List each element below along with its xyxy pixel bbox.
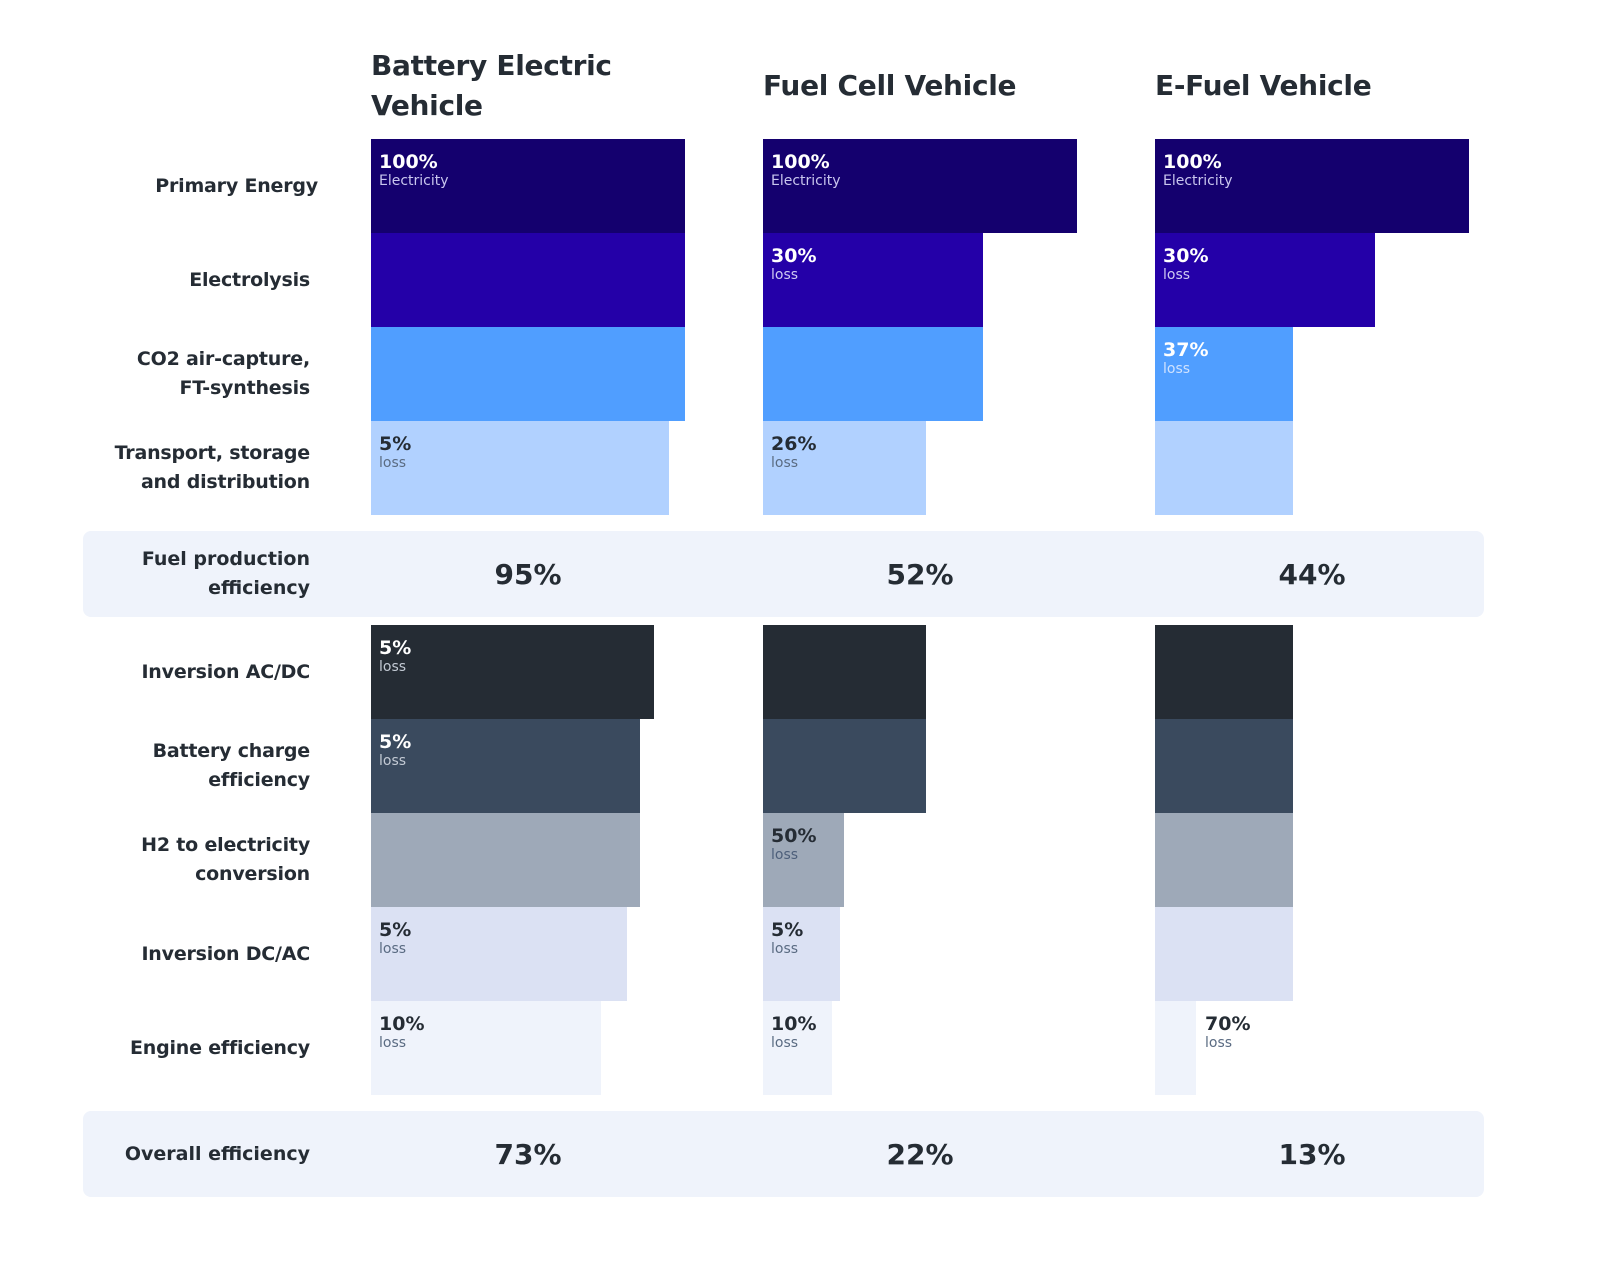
- bar-sublabel: loss: [379, 753, 407, 769]
- bar-segment: [371, 233, 685, 327]
- bar-label: 100% Electricity: [771, 151, 841, 189]
- bar-sublabel: Electricity: [1163, 173, 1233, 189]
- bar-segment: [763, 625, 926, 719]
- bar-segment: 10% loss: [371, 1001, 601, 1095]
- bar-value: 37%: [1163, 339, 1209, 361]
- bar-segment: 100% Electricity: [763, 139, 1077, 233]
- summary-value: 73%: [494, 1137, 562, 1171]
- vehicle-header: Battery Electric Vehicle: [371, 49, 612, 122]
- bar-value: 100%: [771, 151, 830, 173]
- summary-value: 13%: [1278, 1137, 1346, 1171]
- bar-label: 30% loss: [1163, 245, 1208, 283]
- bar-sublabel: loss: [379, 941, 407, 957]
- stage-label: Electrolysis: [189, 268, 310, 291]
- bar-label: 50% loss: [771, 825, 816, 863]
- bar-segment: 30% loss: [763, 233, 983, 327]
- bar-sublabel: Electricity: [771, 173, 841, 189]
- bar-label: 5% loss: [379, 433, 411, 471]
- stage-label: Primary Energy: [155, 174, 318, 197]
- bar-label: 10% loss: [379, 1013, 424, 1051]
- stage-label: Inversion DC/AC: [141, 942, 310, 965]
- bar-segment: 70% loss: [1155, 1001, 1250, 1095]
- bar-label: 5% loss: [771, 919, 803, 957]
- bar-segment: [1155, 813, 1293, 907]
- bar-value: 50%: [771, 825, 817, 847]
- bar-segment: 100% Electricity: [1155, 139, 1469, 233]
- bar-value: 100%: [379, 151, 438, 173]
- bar-sublabel: loss: [379, 1035, 407, 1051]
- bar-value: 10%: [771, 1013, 817, 1035]
- bar-sublabel: loss: [379, 659, 407, 675]
- bar-value: 5%: [771, 919, 804, 941]
- bar-segment: [1155, 719, 1293, 813]
- bar-value: 5%: [379, 433, 412, 455]
- bar-sublabel: loss: [771, 455, 799, 471]
- summary-value: 22%: [886, 1137, 954, 1171]
- bar-sublabel: loss: [1205, 1035, 1233, 1051]
- bar-sublabel: Electricity: [379, 173, 449, 189]
- bar-sublabel: loss: [771, 267, 799, 283]
- bar-segment: 100% Electricity: [371, 139, 685, 233]
- stage-label: Engine efficiency: [129, 1036, 310, 1059]
- summary-value: 95%: [494, 557, 562, 591]
- bar-value: 30%: [1163, 245, 1209, 267]
- bar-label: 100% Electricity: [1163, 151, 1233, 189]
- bar-sublabel: loss: [771, 847, 799, 863]
- bar-sublabel: loss: [1163, 267, 1191, 283]
- bar-segment: 5% loss: [763, 907, 840, 1001]
- bar-segment: [371, 813, 640, 907]
- bar-value: 5%: [379, 919, 412, 941]
- bar-segment: 50% loss: [763, 813, 844, 907]
- bar-value: 26%: [771, 433, 817, 455]
- stage-label: Battery charge efficiency: [152, 740, 311, 791]
- bar-segment: 5% loss: [371, 719, 640, 813]
- bar-sublabel: loss: [379, 455, 407, 471]
- vehicle-header: Fuel Cell Vehicle: [763, 69, 1017, 102]
- bar-label: 100% Electricity: [379, 151, 449, 189]
- stage-label: Inversion AC/DC: [141, 660, 310, 683]
- bar-segment: 30% loss: [1155, 233, 1375, 327]
- bar-segment: [763, 327, 983, 421]
- bar-value: 10%: [379, 1013, 425, 1035]
- bar-label: 70% loss: [1205, 1013, 1250, 1051]
- bar-value: 70%: [1205, 1013, 1251, 1035]
- bar-segment: 5% loss: [371, 625, 654, 719]
- bar-segment: 5% loss: [371, 421, 669, 515]
- bar-label: 37% loss: [1163, 339, 1208, 377]
- bar-label: 5% loss: [379, 637, 411, 675]
- summary-band: Fuel production efficiency 95% 52% 44%: [83, 531, 1484, 617]
- stage-label: H2 to electricity conversion: [141, 834, 310, 885]
- bar-segment: [1155, 625, 1293, 719]
- bar-label: 5% loss: [379, 919, 411, 957]
- stage-label: Transport, storage and distribution: [114, 442, 311, 493]
- bar-label: 30% loss: [771, 245, 816, 283]
- bar-value: 30%: [771, 245, 817, 267]
- bar-label: 5% loss: [379, 731, 411, 769]
- bar-segment: 37% loss: [1155, 327, 1293, 421]
- summary-value: 44%: [1278, 557, 1346, 591]
- bar-segment: 5% loss: [371, 907, 627, 1001]
- bar-sublabel: loss: [771, 1035, 799, 1051]
- bar-segment: [763, 719, 926, 813]
- bar-sublabel: loss: [1163, 361, 1191, 377]
- bar-segment: [371, 327, 685, 421]
- bar-value: 5%: [379, 731, 412, 753]
- summary-value: 52%: [886, 557, 954, 591]
- bar-value: 100%: [1163, 151, 1222, 173]
- bar-segment: 26% loss: [763, 421, 926, 515]
- stage-label: CO2 air-capture, FT-synthesis: [136, 348, 310, 399]
- bar-segment: 10% loss: [763, 1001, 832, 1095]
- bar-label: 26% loss: [771, 433, 816, 471]
- bar-label: 10% loss: [771, 1013, 816, 1051]
- vehicle-header: E-Fuel Vehicle: [1155, 69, 1372, 102]
- bar-value: 5%: [379, 637, 412, 659]
- bar-segment: [1155, 907, 1293, 1001]
- summary-label: Overall efficiency: [124, 1142, 310, 1165]
- bar-segment: [1155, 421, 1293, 515]
- summary-label: Fuel production efficiency: [141, 548, 310, 599]
- bar-sublabel: loss: [771, 941, 799, 957]
- summary-band: Overall efficiency 73% 22% 13%: [83, 1111, 1484, 1197]
